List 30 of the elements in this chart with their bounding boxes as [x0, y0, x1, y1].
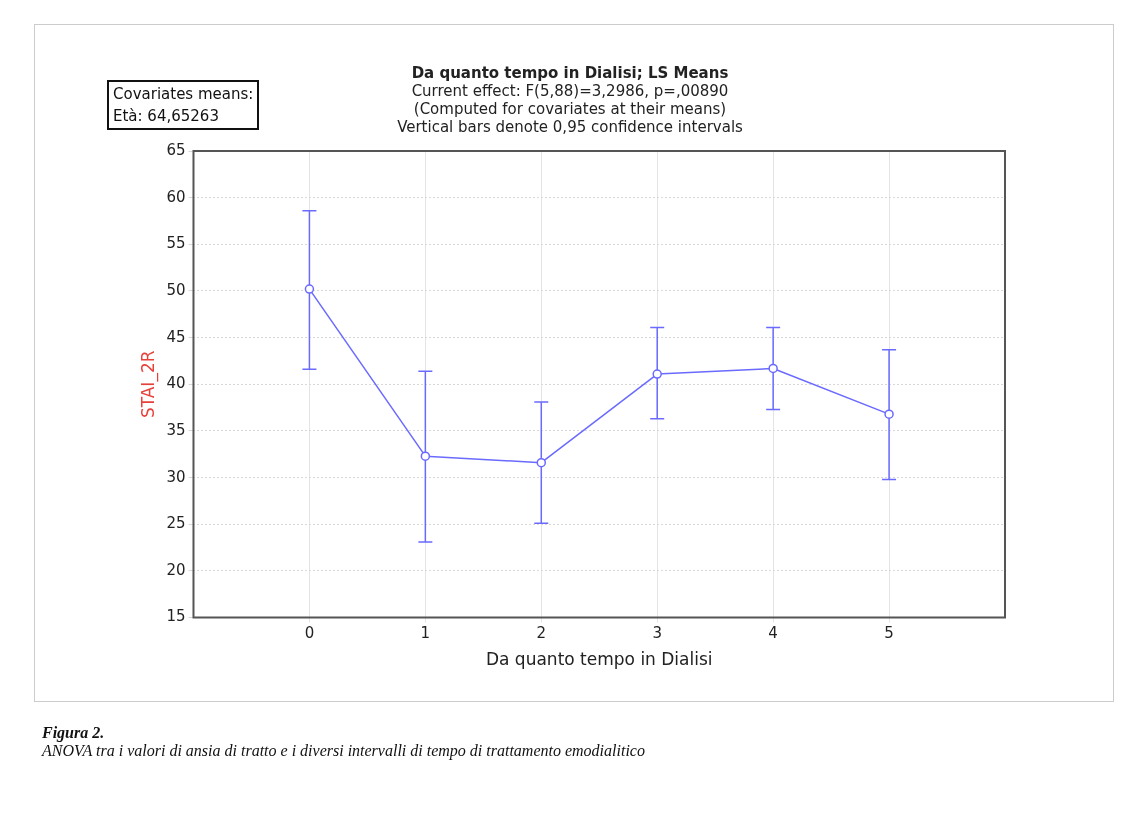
- y-tick-label: 20: [166, 560, 186, 579]
- text: Covariates means: Età: 64,65263: [113, 84, 254, 127]
- y-tick-label: 15: [166, 607, 186, 626]
- y-tick-label: 40: [166, 374, 186, 393]
- text: Figura 2.: [42, 724, 106, 742]
- y-tick-label: 60: [166, 187, 186, 206]
- y-axis-title: STAI_2R: [137, 350, 159, 419]
- y-tick-label: 25: [166, 514, 186, 533]
- chart-subtitle: Current effect: F(5,88)=3,2986, p=,00890 (Computed for covariates at their means) Vertical bars denote 0,95 confidence intervals: [397, 81, 744, 136]
- y-tick-label: 45: [166, 327, 186, 346]
- point: [768, 363, 778, 374]
- point: [536, 457, 547, 468]
- y-tick-label: 30: [166, 467, 186, 486]
- x-tick-label: 4: [768, 624, 778, 643]
- x-tick-label: 0: [304, 624, 315, 643]
- chart-title: Da quanto tempo in Dialisi; LS Means: [411, 63, 729, 82]
- x-tick-label: 5: [884, 624, 894, 643]
- text: ANOVA tra i valori di ansia di tratto e i diversi intervalli di tempo di trattamento emodialitico: [42, 742, 646, 760]
- point: [420, 451, 431, 461]
- x-tick-label: 3: [652, 624, 662, 643]
- point: [884, 409, 894, 419]
- x-tick-label: 1: [420, 624, 431, 643]
- y-tick-label: 50: [166, 280, 186, 299]
- y-tick-label: 35: [166, 420, 186, 439]
- y-tick-label: 55: [166, 234, 186, 253]
- point: [652, 369, 662, 379]
- x-tick-label: 2: [536, 624, 547, 643]
- x-axis-title: Da quanto tempo in Dialisi: [485, 649, 713, 670]
- y-tick-label: 65: [166, 140, 186, 159]
- point: [304, 284, 315, 294]
